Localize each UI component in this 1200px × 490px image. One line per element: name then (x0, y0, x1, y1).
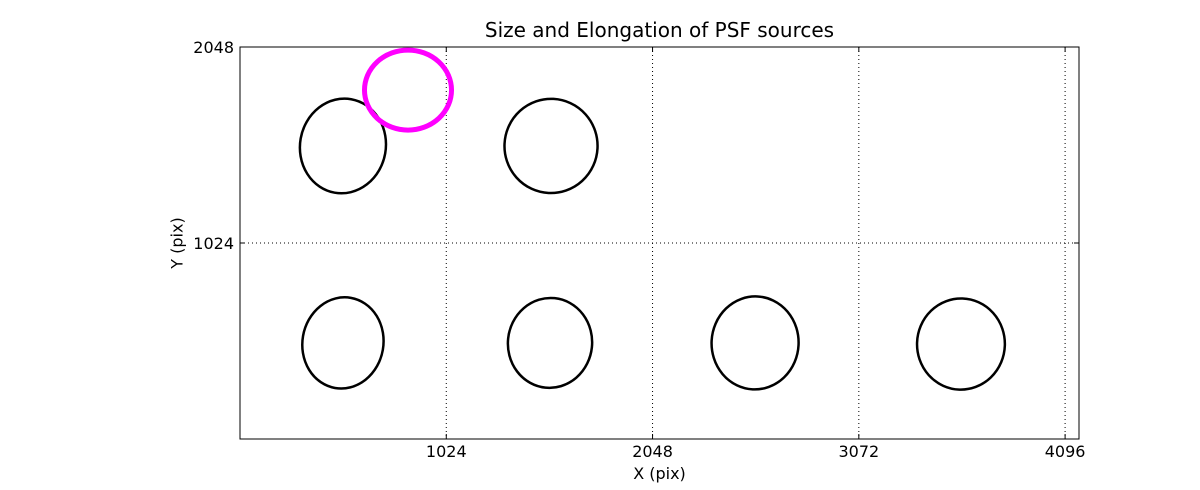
x-tick-label: 4096 (1044, 442, 1086, 461)
x-axis-label: X (pix) (633, 464, 686, 483)
x-tick-label: 2048 (632, 442, 673, 461)
psf-source-ellipse (506, 296, 594, 390)
y-tick-label: 1024 (193, 233, 234, 253)
psf-source-ellipse (503, 97, 599, 195)
psf-source-ellipse (710, 295, 800, 391)
psf-source-ellipse (298, 97, 388, 195)
x-tick-label: 1024 (425, 442, 467, 461)
plot-title: Size and Elongation of PSF sources (484, 18, 835, 42)
x-tick-label: 3072 (838, 442, 880, 461)
psf-source-ellipse (301, 296, 385, 390)
y-tick-label: 2048 (193, 37, 234, 57)
psf-source-ellipse (915, 297, 1007, 391)
highlighted-source-ellipse (361, 47, 455, 133)
